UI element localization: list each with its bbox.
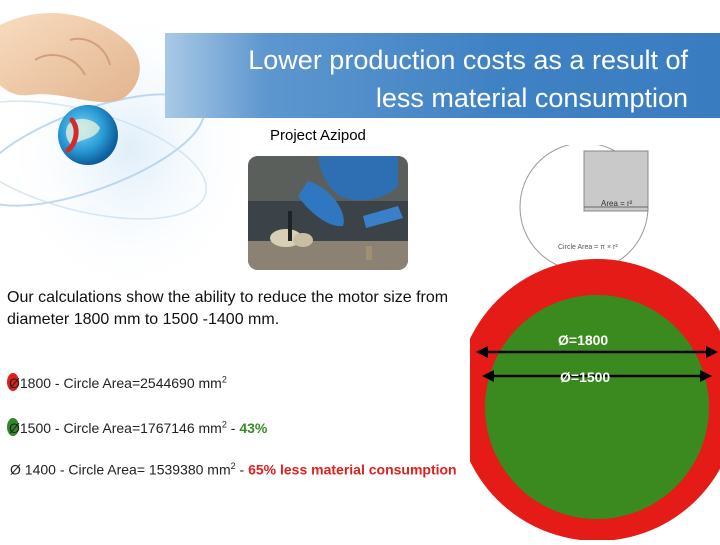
item-sup: 2 (221, 374, 227, 385)
diameter-symbol: Ø (10, 461, 21, 478)
outer-diameter-label: Ø=1800 (558, 332, 609, 348)
body-paragraph: Our calculations show the ability to red… (7, 289, 449, 328)
sketch-square (583, 150, 649, 212)
diameter-symbol: Ø (9, 420, 20, 436)
sketch-circle-label: Circle Area = π × r² (558, 244, 618, 251)
item-highlight: 43% (239, 420, 268, 436)
list-item-1800: Ø1800 - Circle Area=2544690 mm2 (7, 373, 227, 391)
circle-diagram: Area = r² Circle Area = π × r² Ø=1800 Ø=… (456, 142, 720, 541)
item-highlight: 65% less material consumption (248, 461, 457, 478)
red-bullet (7, 373, 19, 391)
inner-diameter-label: Ø=1500 (560, 369, 611, 385)
item-sep: - (235, 461, 249, 478)
list-item-1400: Ø 1400 - Circle Area= 1539380 mm2 - 65% … (10, 461, 457, 478)
slide-title: Lower production costs as a result of le… (168, 41, 688, 117)
item-sep: - (226, 420, 240, 436)
title-line-2: less material consumption (375, 83, 688, 113)
sketch-area-label: Area = r² (601, 199, 633, 208)
item-sup: 2 (221, 419, 227, 430)
project-subtitle: Project Azipod (270, 127, 366, 144)
diameter-symbol: Ø (9, 375, 20, 391)
title-line-1: Lower production costs as a result of (248, 45, 688, 75)
azipod-photo (248, 156, 408, 270)
list-item-1500: Ø1500 - Circle Area=1767146 mm2 - 43% (7, 418, 267, 436)
item-text: 1400 - Circle Area= 1539380 mm (24, 461, 231, 478)
green-bullet (7, 418, 19, 436)
inner-circle-1500 (485, 295, 709, 519)
item-text: 1500 - Circle Area=1767146 mm (19, 420, 222, 436)
title-bar: Lower production costs as a result of le… (165, 33, 720, 118)
item-text: 1800 - Circle Area=2544690 mm (19, 375, 222, 391)
item-sup: 2 (230, 461, 236, 471)
